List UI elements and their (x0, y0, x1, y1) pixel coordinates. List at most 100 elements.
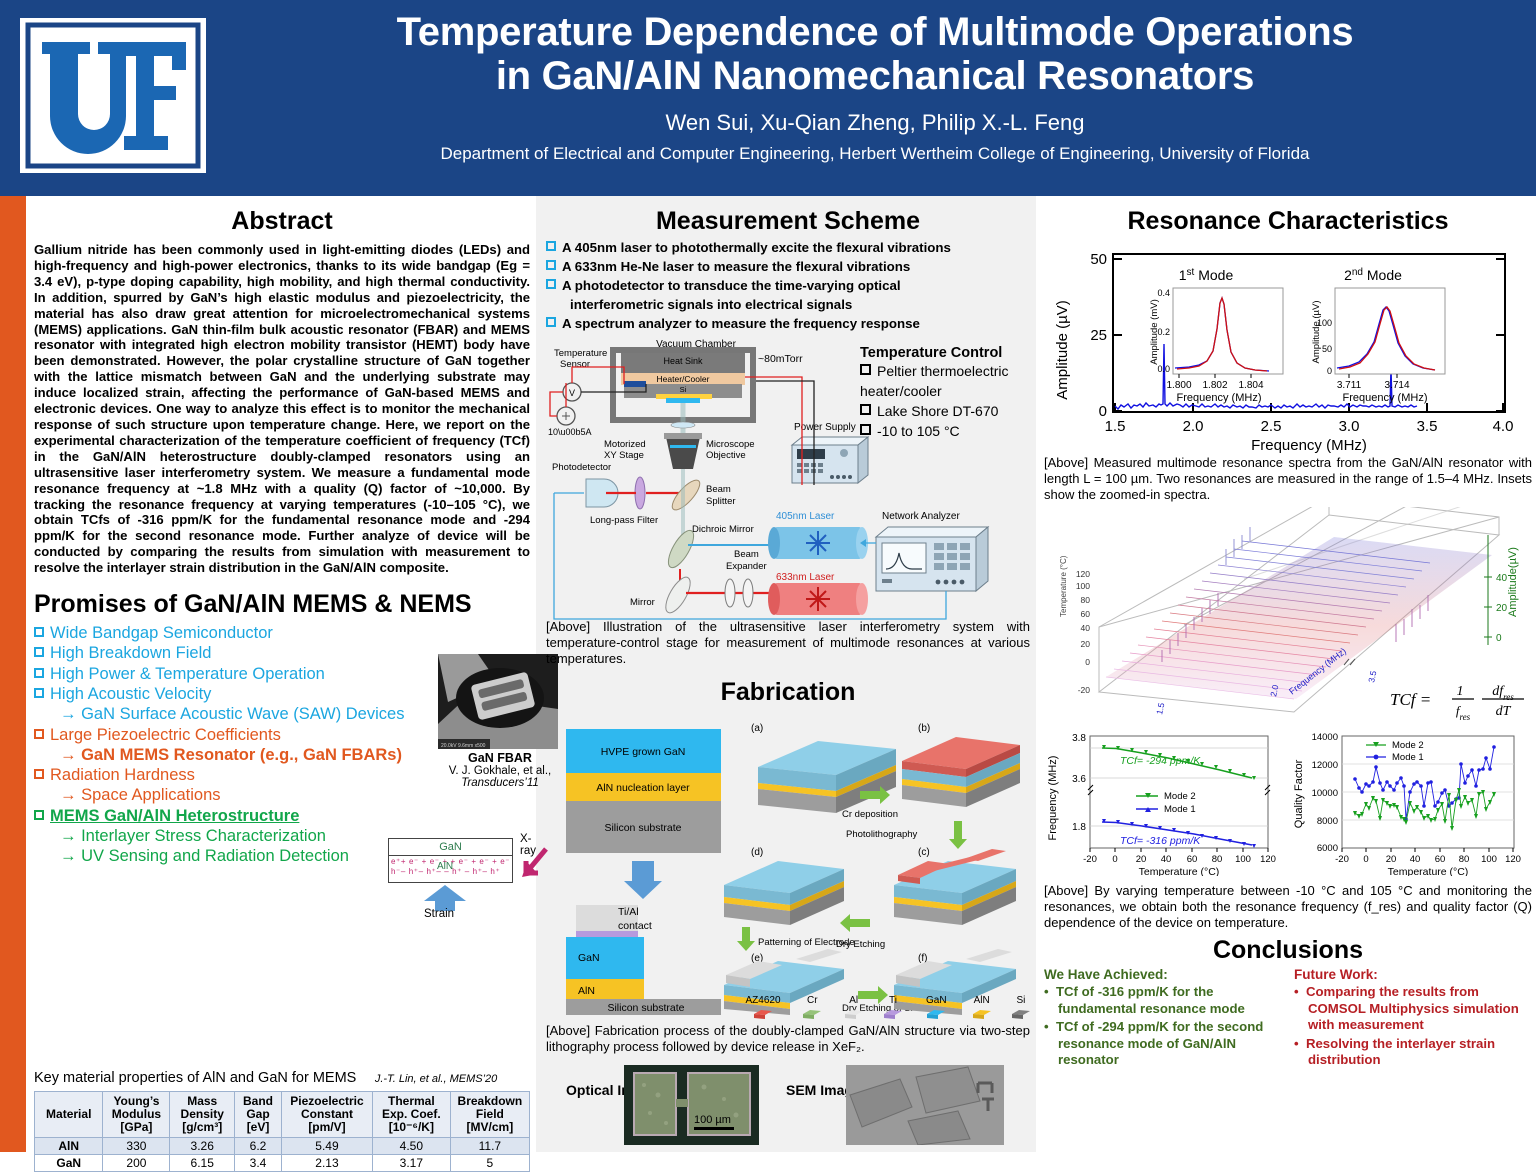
checkbox-icon (860, 404, 871, 415)
svg-text:2.0: 2.0 (1268, 684, 1280, 698)
svg-text:Mode 2: Mode 2 (1164, 791, 1196, 802)
list-item-label: TCf of -316 ppm/K for the fundamental re… (1055, 984, 1245, 1016)
list-item: → UV Sensing and Radiation Detection (34, 846, 530, 866)
strain-charges-row1: e⁺+ e⁻ + e⁻ + + e⁻ + e⁻ + e⁻ (391, 857, 511, 867)
list-item-label: Radiation Hardness (50, 766, 195, 785)
list-item: A 405nm laser to photothermally excite t… (546, 238, 1030, 257)
svg-text:Beam: Beam (734, 549, 759, 560)
svg-text:0: 0 (1363, 854, 1368, 865)
conclusions-columns: We Have Achieved: • TCf of -316 ppm/K fo… (1044, 967, 1532, 1069)
achieved-column: We Have Achieved: • TCf of -316 ppm/K fo… (1044, 967, 1280, 1069)
list-item-label-cont: interferometric signals into electrical … (570, 297, 853, 312)
fabrication-heading: Fabrication (720, 678, 856, 706)
strain-interface: e⁺+ e⁻ + e⁻ + + e⁻ + e⁻ + e⁻ h⁻– h⁺– h⁺–… (389, 855, 512, 877)
svg-text:Mode 1: Mode 1 (1164, 804, 1196, 815)
svg-text:Beam: Beam (706, 484, 731, 495)
svg-text:Temperature (°C): Temperature (°C) (1388, 866, 1469, 876)
svg-text:fres: fres (1456, 703, 1471, 722)
svg-text:(f): (f) (918, 953, 927, 964)
sem-image (846, 1065, 1004, 1145)
svg-text:Network Analyzer: Network Analyzer (882, 511, 960, 522)
title-block: Temperature Dependence of Multimode Oper… (230, 10, 1520, 164)
column-header: Material (33, 1090, 104, 1138)
svg-text:Heat Sink: Heat Sink (663, 356, 703, 366)
svg-text:(b): (b) (918, 723, 930, 734)
list-item-label: High Breakdown Field (50, 644, 212, 663)
measurement-caption: [Above] Illustration of the ultrasensiti… (546, 619, 1030, 666)
svg-text:Frequency (MHz): Frequency (MHz) (1343, 392, 1428, 404)
svg-text:40: 40 (1161, 854, 1172, 865)
list-item-label: High Acoustic Velocity (50, 684, 212, 703)
svg-text:Patterning of Electrode: Patterning of Electrode (758, 937, 855, 948)
svg-text:AlN nucleation layer: AlN nucleation layer (596, 782, 690, 794)
resonance-caption: [Above] Measured multimode resonance spe… (1044, 455, 1532, 502)
svg-text:(c): (c) (918, 847, 930, 858)
list-item-label: -10 to 105 °C (877, 423, 960, 439)
svg-text:1.804: 1.804 (1238, 380, 1263, 391)
svg-text:3.5: 3.5 (1366, 670, 1378, 684)
checkbox-icon (34, 627, 44, 638)
column-header: Thermal Exp. Coef. [10⁻⁶/K] (371, 1090, 451, 1138)
abstract-body: Gallium nitride has been commonly used i… (34, 242, 530, 576)
svg-text:0.2: 0.2 (1157, 327, 1170, 337)
list-item: A 633nm He-Ne laser to measure the flexu… (546, 257, 1030, 276)
column-header: Mass Density [g/cm³] (169, 1090, 236, 1138)
legend-item: AlN (967, 995, 997, 1025)
svg-text:2.5: 2.5 (1261, 418, 1282, 435)
table-cell: 6.2 (234, 1136, 283, 1155)
table-row: GaN 200 6.15 3.4 2.13 3.17 5 (33, 1153, 531, 1172)
list-item: Peltier thermoelectric heater/cooler (860, 361, 1030, 401)
resonance-heading: Resonance Characteristics (1127, 207, 1449, 235)
measurement-setup-diagram: Vacuum Chamber Heat Sink Heater/Cooler S… (546, 337, 1030, 627)
strain-gan-label: GaN (439, 841, 462, 854)
list-item: High Acoustic Velocity (34, 684, 530, 704)
legend-swatch-icon (803, 1010, 822, 1019)
list-item: → Interlayer Stress Characterization (34, 826, 530, 846)
svg-text:1.5: 1.5 (1154, 702, 1166, 716)
svg-text:6000: 6000 (1317, 843, 1338, 854)
checkbox-icon (34, 728, 44, 739)
svg-text:3.714: 3.714 (1384, 380, 1409, 391)
legend-item: AZ4620 (742, 995, 784, 1025)
svg-text:40: 40 (1081, 623, 1091, 633)
list-item-label: Large Piezoelectric Coefficients (50, 725, 281, 744)
svg-text:0: 0 (1085, 657, 1090, 667)
svg-text:Quality Factor: Quality Factor (1293, 759, 1305, 828)
strain-diagram: GaN e⁺+ e⁻ + e⁻ + + e⁻ + e⁻ + e⁻ h⁻– h⁺–… (388, 838, 513, 884)
legend-label: Ti (889, 995, 897, 1006)
list-item: Large Piezoelectric Coefficients (34, 725, 530, 745)
list-item-label: → Interlayer Stress Characterization (60, 827, 326, 845)
fbar-caption-ref1: V. J. Gokhale, et al., (448, 765, 552, 778)
orange-accent-bar (0, 196, 26, 1152)
svg-text:Cr deposition: Cr deposition (842, 809, 898, 820)
svg-text:Mode 1: Mode 1 (1392, 752, 1424, 763)
list-item-label: Lake Shore DT-670 (877, 403, 999, 419)
svg-text:120: 120 (1260, 854, 1276, 865)
affiliation: Department of Electrical and Computer En… (440, 144, 1310, 163)
legend-item: Ti (880, 995, 906, 1025)
material-table-caption: Key material properties of AlN and GaN f… (34, 1069, 357, 1086)
list-item-label: Wide Bandgap Semiconductor (50, 624, 273, 643)
checkbox-icon (546, 317, 556, 327)
svg-text:XY Stage: XY Stage (604, 450, 644, 461)
svg-text:3.0: 3.0 (1339, 418, 1360, 435)
list-item-label: Peltier thermoelectric heater/cooler (860, 363, 1009, 399)
quality-factor-chart: Quality Factor 14000 12000 10000 8000 6000 (1290, 726, 1532, 881)
svg-text:Power Supply: Power Supply (794, 422, 856, 433)
device-images-row: Optical Image 100 µm SEM Image (546, 1061, 1030, 1147)
column-middle: Measurement Scheme A 405nm laser to phot… (546, 206, 1030, 1147)
list-item-label: → GaN Surface Acoustic Wave (SAW) Device… (60, 705, 405, 724)
svg-text:405nm Laser: 405nm Laser (776, 511, 835, 522)
column-header: Young’s Modulus [GPa] (102, 1090, 171, 1138)
list-item: Wide Bandgap Semiconductor (34, 623, 530, 643)
svg-text:~80mTorr: ~80mTorr (758, 353, 803, 365)
list-item-label: Resolving the interlayer strain distribu… (1305, 1035, 1496, 1068)
poster-header: Temperature Dependence of Multimode Oper… (0, 0, 1536, 196)
optical-image: 100 µm (624, 1065, 759, 1145)
measurement-bullet-list: A 405nm laser to photothermally excite t… (546, 238, 1030, 333)
table-cell: 3.17 (371, 1153, 451, 1172)
list-item: → GaN Surface Acoustic Wave (SAW) Device… (34, 704, 530, 724)
authors: Wen Sui, Xu-Qian Zheng, Philip X.-L. Fen… (665, 110, 1085, 135)
strain-arrow-icon (424, 885, 466, 912)
list-item: • TCf of -294 ppm/K for the second reson… (1044, 1019, 1264, 1067)
